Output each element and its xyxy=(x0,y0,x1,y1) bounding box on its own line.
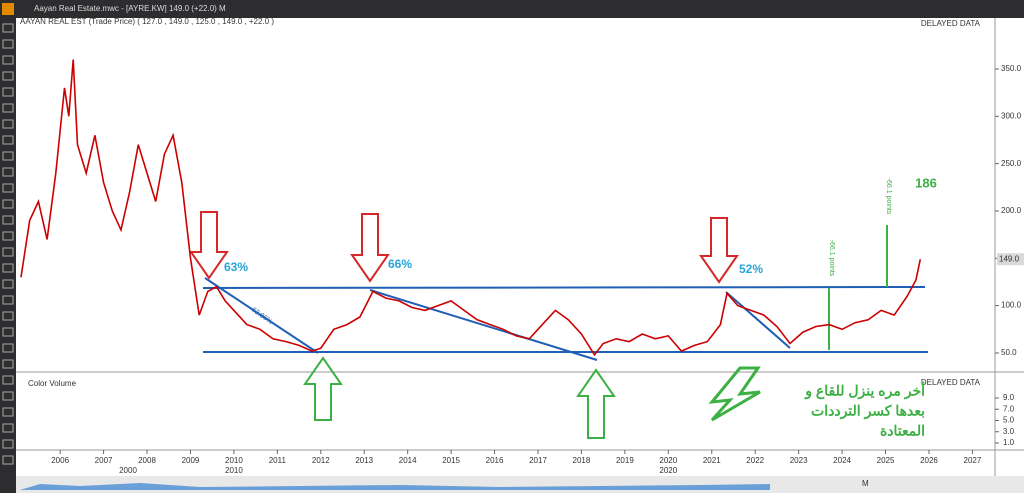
tool-icon xyxy=(2,215,14,225)
window-title: Aayan Real Estate.mwc - [AYRE.KW] 149.0 … xyxy=(34,4,226,13)
tool-icon xyxy=(2,71,14,81)
x-tick-label: 2023 xyxy=(790,456,808,465)
lightning-icon xyxy=(708,366,761,422)
y-tick-label: 50.0 xyxy=(1001,348,1017,357)
price-line xyxy=(20,59,922,357)
x-tick-label: 2012 xyxy=(312,456,330,465)
x-tick-label: 2009 xyxy=(182,456,200,465)
app-icon xyxy=(2,3,14,15)
tool-icon xyxy=(2,199,14,209)
tool-icon xyxy=(2,135,14,145)
tool-icon xyxy=(2,423,14,433)
x-tick-label: 2006 xyxy=(51,456,69,465)
x-tick-label: 2026 xyxy=(920,456,938,465)
annotation: 52% xyxy=(739,262,763,276)
y-tick-label: 200.0 xyxy=(1001,206,1022,215)
annotation: 63% xyxy=(224,260,248,274)
volume-tick-label: 3.0 xyxy=(1003,427,1015,436)
x-tick-label: 2014 xyxy=(399,456,417,465)
tool-icon xyxy=(2,407,14,417)
x-tick-label: 2020 xyxy=(659,456,677,465)
annotation: 186 xyxy=(915,175,937,190)
status: DELAYED DATA xyxy=(921,19,981,28)
period-button[interactable]: M xyxy=(862,479,869,488)
volume-tick-label: 1.0 xyxy=(1003,438,1015,447)
annotation: 66% xyxy=(388,257,412,271)
x-tick-label: 2024 xyxy=(833,456,851,465)
trend-line xyxy=(204,277,319,354)
volume-title: Color Volume xyxy=(28,379,77,388)
tool-icon xyxy=(2,327,14,337)
tool-icon xyxy=(2,23,14,33)
decade-label: 2010 xyxy=(225,466,243,475)
status: DELAYED DATA xyxy=(921,378,981,387)
tool-icon xyxy=(2,359,14,369)
x-tick-label: 2027 xyxy=(964,456,982,465)
x-tick-label: 2015 xyxy=(442,456,460,465)
arabic-note: بعدها كسر الترددات xyxy=(811,403,925,420)
decade-label: 2020 xyxy=(659,466,677,475)
tool-icon xyxy=(2,183,14,193)
tool-icon xyxy=(2,55,14,65)
title-bar xyxy=(0,0,1024,18)
x-tick-label: 2011 xyxy=(269,456,287,465)
arrow-icon xyxy=(189,211,229,280)
trend-line xyxy=(725,291,791,349)
x-tick-label: 2010 xyxy=(225,456,243,465)
annotation: -66.1 points xyxy=(828,240,835,277)
annotation: -66.1 points xyxy=(885,178,892,215)
y-tick-label: 350.0 xyxy=(1001,64,1022,73)
tool-icon xyxy=(2,119,14,129)
tool-icon xyxy=(2,391,14,401)
tool-icon xyxy=(2,151,14,161)
tool-icon xyxy=(2,87,14,97)
tool-icon xyxy=(2,295,14,305)
volume-tick-label: 7.0 xyxy=(1003,404,1015,413)
x-tick-label: 2016 xyxy=(486,456,504,465)
arrow-icon xyxy=(576,368,616,439)
tool-icon xyxy=(2,263,14,273)
x-tick-label: 2008 xyxy=(138,456,156,465)
decade-label: 2000 xyxy=(119,466,137,475)
tool-icon xyxy=(2,279,14,289)
x-tick-label: 2022 xyxy=(746,456,764,465)
chart-bg xyxy=(16,18,1024,493)
channel-line xyxy=(202,286,926,289)
tool-icon xyxy=(2,167,14,177)
volume-tick-label: 5.0 xyxy=(1003,416,1015,425)
x-tick-label: 2021 xyxy=(703,456,721,465)
price-tag xyxy=(997,253,1024,266)
tool-icon xyxy=(2,439,14,449)
tool-icon xyxy=(2,455,14,465)
x-tick-label: 2013 xyxy=(355,456,373,465)
tool-icon xyxy=(2,231,14,241)
arabic-note: أخر مره ينزل للقاع و xyxy=(804,381,925,400)
volume-tick-label: 9.0 xyxy=(1003,393,1015,402)
navigator-area xyxy=(20,483,770,490)
legend: AAYAN REAL EST (Trade Price) ( 127.0 , 1… xyxy=(20,17,274,26)
tool-icon xyxy=(2,375,14,385)
y-tick-label: 250.0 xyxy=(1001,159,1022,168)
price-tag-label: 149.0 xyxy=(999,254,1020,263)
arabic-note: المعتادة xyxy=(880,423,925,439)
navigator xyxy=(16,476,1024,493)
tool-icon xyxy=(2,39,14,49)
y-tick-label: 100.0 xyxy=(1001,301,1022,310)
tool-icon xyxy=(2,247,14,257)
arrow-icon xyxy=(350,213,390,283)
y-tick-label: 300.0 xyxy=(1001,111,1022,120)
tool-icon xyxy=(2,343,14,353)
x-tick-label: 2025 xyxy=(877,456,895,465)
tool-icon xyxy=(2,311,14,321)
arrow-icon xyxy=(303,356,343,421)
x-tick-label: 2018 xyxy=(573,456,591,465)
tool-icon xyxy=(2,103,14,113)
arrow-icon xyxy=(699,217,739,284)
trend-line xyxy=(369,289,598,361)
x-tick-label: 2019 xyxy=(616,456,634,465)
x-tick-label: 2007 xyxy=(95,456,113,465)
x-tick-label: 2017 xyxy=(529,456,547,465)
